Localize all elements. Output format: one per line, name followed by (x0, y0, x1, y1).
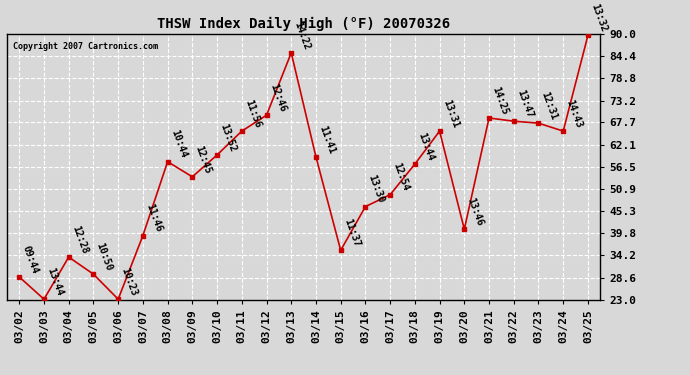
Text: 10:50: 10:50 (95, 241, 114, 272)
Text: 12:31: 12:31 (540, 90, 559, 121)
Title: THSW Index Daily High (°F) 20070326: THSW Index Daily High (°F) 20070326 (157, 17, 450, 31)
Text: 12:45: 12:45 (194, 144, 213, 175)
Text: Copyright 2007 Cartronics.com: Copyright 2007 Cartronics.com (13, 42, 158, 51)
Text: 09:44: 09:44 (21, 244, 40, 275)
Text: 13:44: 13:44 (416, 131, 435, 162)
Text: 12:54: 12:54 (391, 162, 411, 193)
Text: 12:46: 12:46 (268, 82, 287, 113)
Text: 10:44: 10:44 (169, 129, 188, 160)
Text: 13:31: 13:31 (441, 98, 460, 129)
Text: 14:25: 14:25 (491, 85, 510, 116)
Text: 11:46: 11:46 (144, 202, 164, 234)
Text: 14:43: 14:43 (564, 98, 584, 129)
Text: 13:46: 13:46 (466, 196, 485, 227)
Text: 13:47: 13:47 (515, 88, 535, 119)
Text: 14:22: 14:22 (293, 20, 312, 51)
Text: 11:37: 11:37 (342, 217, 362, 248)
Text: 11:41: 11:41 (317, 124, 337, 155)
Text: 13:44: 13:44 (46, 266, 65, 297)
Text: 10:23: 10:23 (119, 266, 139, 297)
Text: 13:52: 13:52 (218, 122, 238, 153)
Text: 12:28: 12:28 (70, 224, 90, 255)
Text: 11:56: 11:56 (243, 98, 262, 129)
Text: 13:32: 13:32 (589, 2, 609, 33)
Text: 13:30: 13:30 (366, 174, 386, 205)
